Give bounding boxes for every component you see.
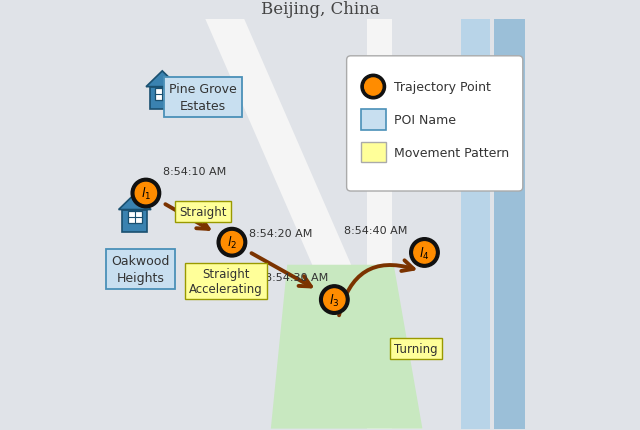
Circle shape xyxy=(131,179,161,208)
FancyBboxPatch shape xyxy=(367,135,394,167)
FancyBboxPatch shape xyxy=(127,211,142,224)
FancyBboxPatch shape xyxy=(382,157,389,163)
Circle shape xyxy=(319,285,349,315)
Circle shape xyxy=(135,183,157,204)
Polygon shape xyxy=(118,194,151,210)
Polygon shape xyxy=(271,265,422,429)
FancyBboxPatch shape xyxy=(122,210,147,233)
Circle shape xyxy=(410,238,439,267)
Circle shape xyxy=(414,242,435,264)
Text: 8:54:40 AM: 8:54:40 AM xyxy=(344,226,407,236)
Text: $l_1$: $l_1$ xyxy=(141,186,151,202)
Text: Oakwood
Heights: Oakwood Heights xyxy=(111,254,170,284)
Text: Trajectory Point: Trajectory Point xyxy=(394,81,491,94)
FancyBboxPatch shape xyxy=(155,89,170,101)
Text: Pine Grove
Estates: Pine Grove Estates xyxy=(170,83,237,113)
Circle shape xyxy=(361,75,385,100)
Text: 8:54:30 AM: 8:54:30 AM xyxy=(265,273,328,283)
Circle shape xyxy=(324,289,345,310)
Polygon shape xyxy=(146,72,179,87)
Text: 8:54:10 AM: 8:54:10 AM xyxy=(163,166,227,176)
Circle shape xyxy=(217,228,246,258)
Polygon shape xyxy=(461,20,490,429)
FancyBboxPatch shape xyxy=(372,147,379,154)
Text: Movement Pattern: Movement Pattern xyxy=(394,146,509,159)
FancyBboxPatch shape xyxy=(382,138,389,144)
Polygon shape xyxy=(494,20,525,429)
Text: Straight
Accelerating: Straight Accelerating xyxy=(189,267,262,295)
Text: $l_4$: $l_4$ xyxy=(419,245,429,261)
FancyBboxPatch shape xyxy=(361,142,385,163)
Polygon shape xyxy=(205,20,422,429)
Text: Turning: Turning xyxy=(394,342,438,356)
Text: Straight: Straight xyxy=(179,206,227,218)
FancyBboxPatch shape xyxy=(372,138,379,144)
Polygon shape xyxy=(367,20,392,429)
FancyBboxPatch shape xyxy=(361,110,385,130)
FancyBboxPatch shape xyxy=(382,147,389,154)
Text: 8:54:20 AM: 8:54:20 AM xyxy=(249,229,312,239)
Text: POI Name: POI Name xyxy=(394,114,456,126)
Title: Beijing, China: Beijing, China xyxy=(260,1,380,18)
FancyBboxPatch shape xyxy=(150,87,175,110)
FancyBboxPatch shape xyxy=(372,157,379,163)
FancyBboxPatch shape xyxy=(347,57,523,191)
Text: $l_2$: $l_2$ xyxy=(227,235,237,251)
Text: Liberty Tower
Offices: Liberty Tower Offices xyxy=(383,128,467,157)
Circle shape xyxy=(221,232,243,253)
Circle shape xyxy=(365,79,382,96)
Text: $l_3$: $l_3$ xyxy=(329,292,339,308)
